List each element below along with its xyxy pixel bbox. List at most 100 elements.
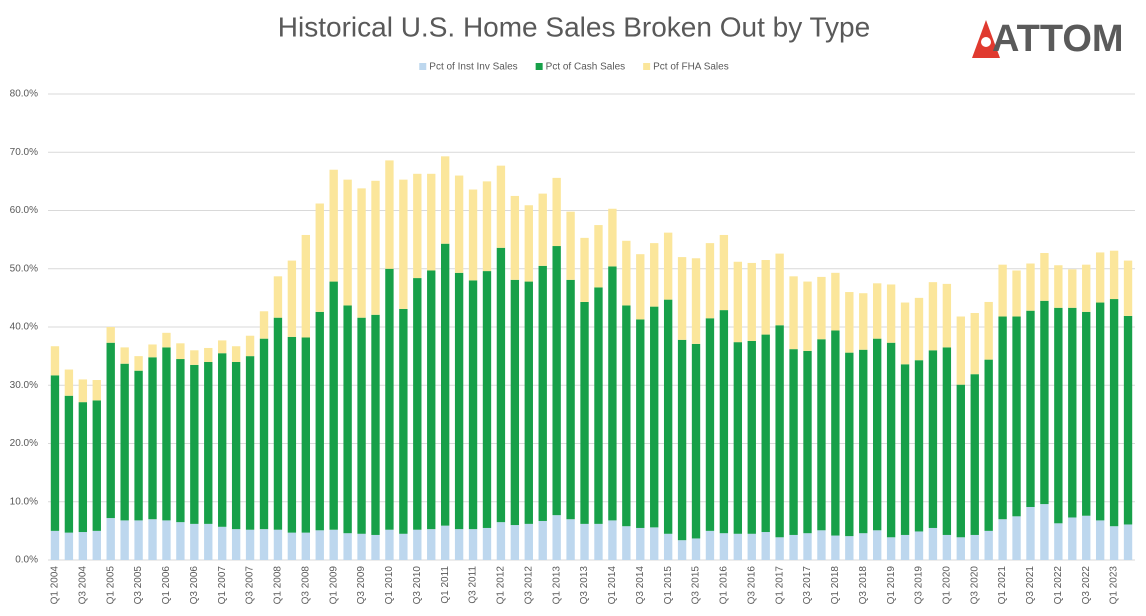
bar-segment [510, 195, 520, 280]
bar-segment [538, 193, 547, 266]
bar-segment [64, 369, 74, 396]
bar-segment [719, 533, 729, 560]
bar-segment [245, 529, 255, 560]
bar-segment [162, 347, 171, 521]
bar-segment [956, 316, 965, 385]
x-tick-label: Q1 2004 [50, 566, 61, 605]
bar-segment [357, 188, 366, 318]
bar-segment [1040, 504, 1049, 560]
bar-segment [705, 530, 715, 560]
bar-segment [831, 330, 840, 536]
bar-segment [468, 529, 478, 560]
bar-segment [440, 156, 450, 244]
bar-segment [454, 272, 464, 530]
bar-segment [1054, 265, 1063, 308]
bar-segment [231, 529, 241, 560]
bar-segment [1123, 260, 1133, 316]
bar-segment [50, 530, 60, 560]
bar-segment [106, 342, 115, 519]
bar-segment [1054, 523, 1063, 560]
bar-segment [371, 314, 380, 535]
bar-segment [552, 246, 561, 516]
bar-segment [245, 356, 255, 530]
bar-segment [343, 305, 352, 534]
legend-item: Pct of Cash Sales [535, 62, 625, 73]
bar-segment [1123, 524, 1133, 560]
bar-segment [204, 361, 213, 524]
bar-segment [1040, 300, 1049, 505]
legend: Pct of Inst Inv Sales Pct of Cash Sales Pc… [419, 62, 729, 73]
bar-segment [719, 234, 729, 311]
bar-segment [440, 243, 450, 526]
bar-segment [231, 346, 241, 362]
x-tick-label: Q3 2004 [77, 566, 88, 605]
bar-segment [928, 282, 938, 351]
x-tick-label: Q3 2006 [189, 566, 200, 605]
x-tick-label: Q1 2013 [551, 566, 562, 605]
bar-segment [873, 530, 882, 560]
bar-segment [761, 260, 770, 335]
x-tick-label: Q1 2021 [997, 566, 1008, 605]
legend-swatch [419, 63, 427, 70]
bar-segment [873, 338, 882, 531]
y-tick-label: 50.0% [10, 263, 38, 274]
bar-segment [413, 173, 422, 279]
bar-segment [566, 279, 575, 520]
bar-segment [204, 347, 213, 362]
bar-segment [636, 254, 645, 320]
bar-segment [496, 522, 506, 560]
bar-segment [984, 301, 993, 360]
bar-segment [970, 374, 979, 535]
y-tick-label: 10.0% [10, 496, 38, 507]
bar-segment [970, 534, 979, 560]
bar-segment [1082, 515, 1091, 560]
bar-segment [468, 280, 478, 530]
bar-segment [259, 529, 269, 560]
bar-segment [50, 375, 60, 531]
bar-segment [650, 306, 659, 528]
bar-segment [148, 519, 157, 560]
bar-segment [845, 536, 854, 560]
legend-swatch [535, 63, 543, 70]
legend-item: Pct of FHA Sales [643, 62, 729, 73]
bar-segment [733, 261, 743, 343]
bar-segment [385, 529, 394, 560]
x-tick-label: Q1 2010 [384, 566, 395, 605]
y-tick-label: 0.0% [15, 555, 38, 566]
bar-segment [608, 520, 617, 560]
bar-segment [287, 260, 297, 337]
x-tick-label: Q1 2017 [774, 566, 785, 605]
bar-segment [845, 292, 854, 353]
bar-segment [803, 350, 812, 534]
chart-title: Historical U.S. Home Sales Broken Out by… [278, 11, 870, 42]
bar-segment [998, 316, 1007, 520]
bar-segment [162, 520, 171, 560]
bar-segment [385, 268, 394, 530]
bar-segment [1040, 253, 1049, 301]
bar-segment [92, 380, 101, 401]
x-tick-label: Q3 2017 [802, 566, 813, 605]
bar-segment [859, 293, 868, 350]
bar-segment [956, 537, 965, 560]
bar-segment [204, 523, 213, 560]
bar-segment [580, 237, 589, 302]
legend-swatch [643, 63, 651, 70]
bar-segment [928, 350, 938, 528]
bar-segment [622, 526, 631, 560]
bar-segment [78, 532, 88, 560]
bar-segment [1095, 252, 1105, 303]
bar-segment [524, 523, 533, 560]
bar-segment [231, 361, 241, 530]
bar-segment [482, 181, 492, 272]
x-tick-label: Q1 2020 [942, 566, 953, 605]
bar-segment [552, 177, 561, 247]
x-tick-label: Q3 2005 [133, 566, 144, 605]
x-tick-label: Q1 2009 [328, 566, 339, 605]
bar-segment [970, 313, 979, 375]
x-tick-label: Q3 2009 [356, 566, 367, 605]
bar-segment [914, 297, 924, 361]
y-tick-label: 40.0% [10, 322, 38, 333]
bar-segment [1123, 315, 1133, 525]
bar-segment [92, 530, 101, 560]
bar-segment [1026, 506, 1035, 560]
